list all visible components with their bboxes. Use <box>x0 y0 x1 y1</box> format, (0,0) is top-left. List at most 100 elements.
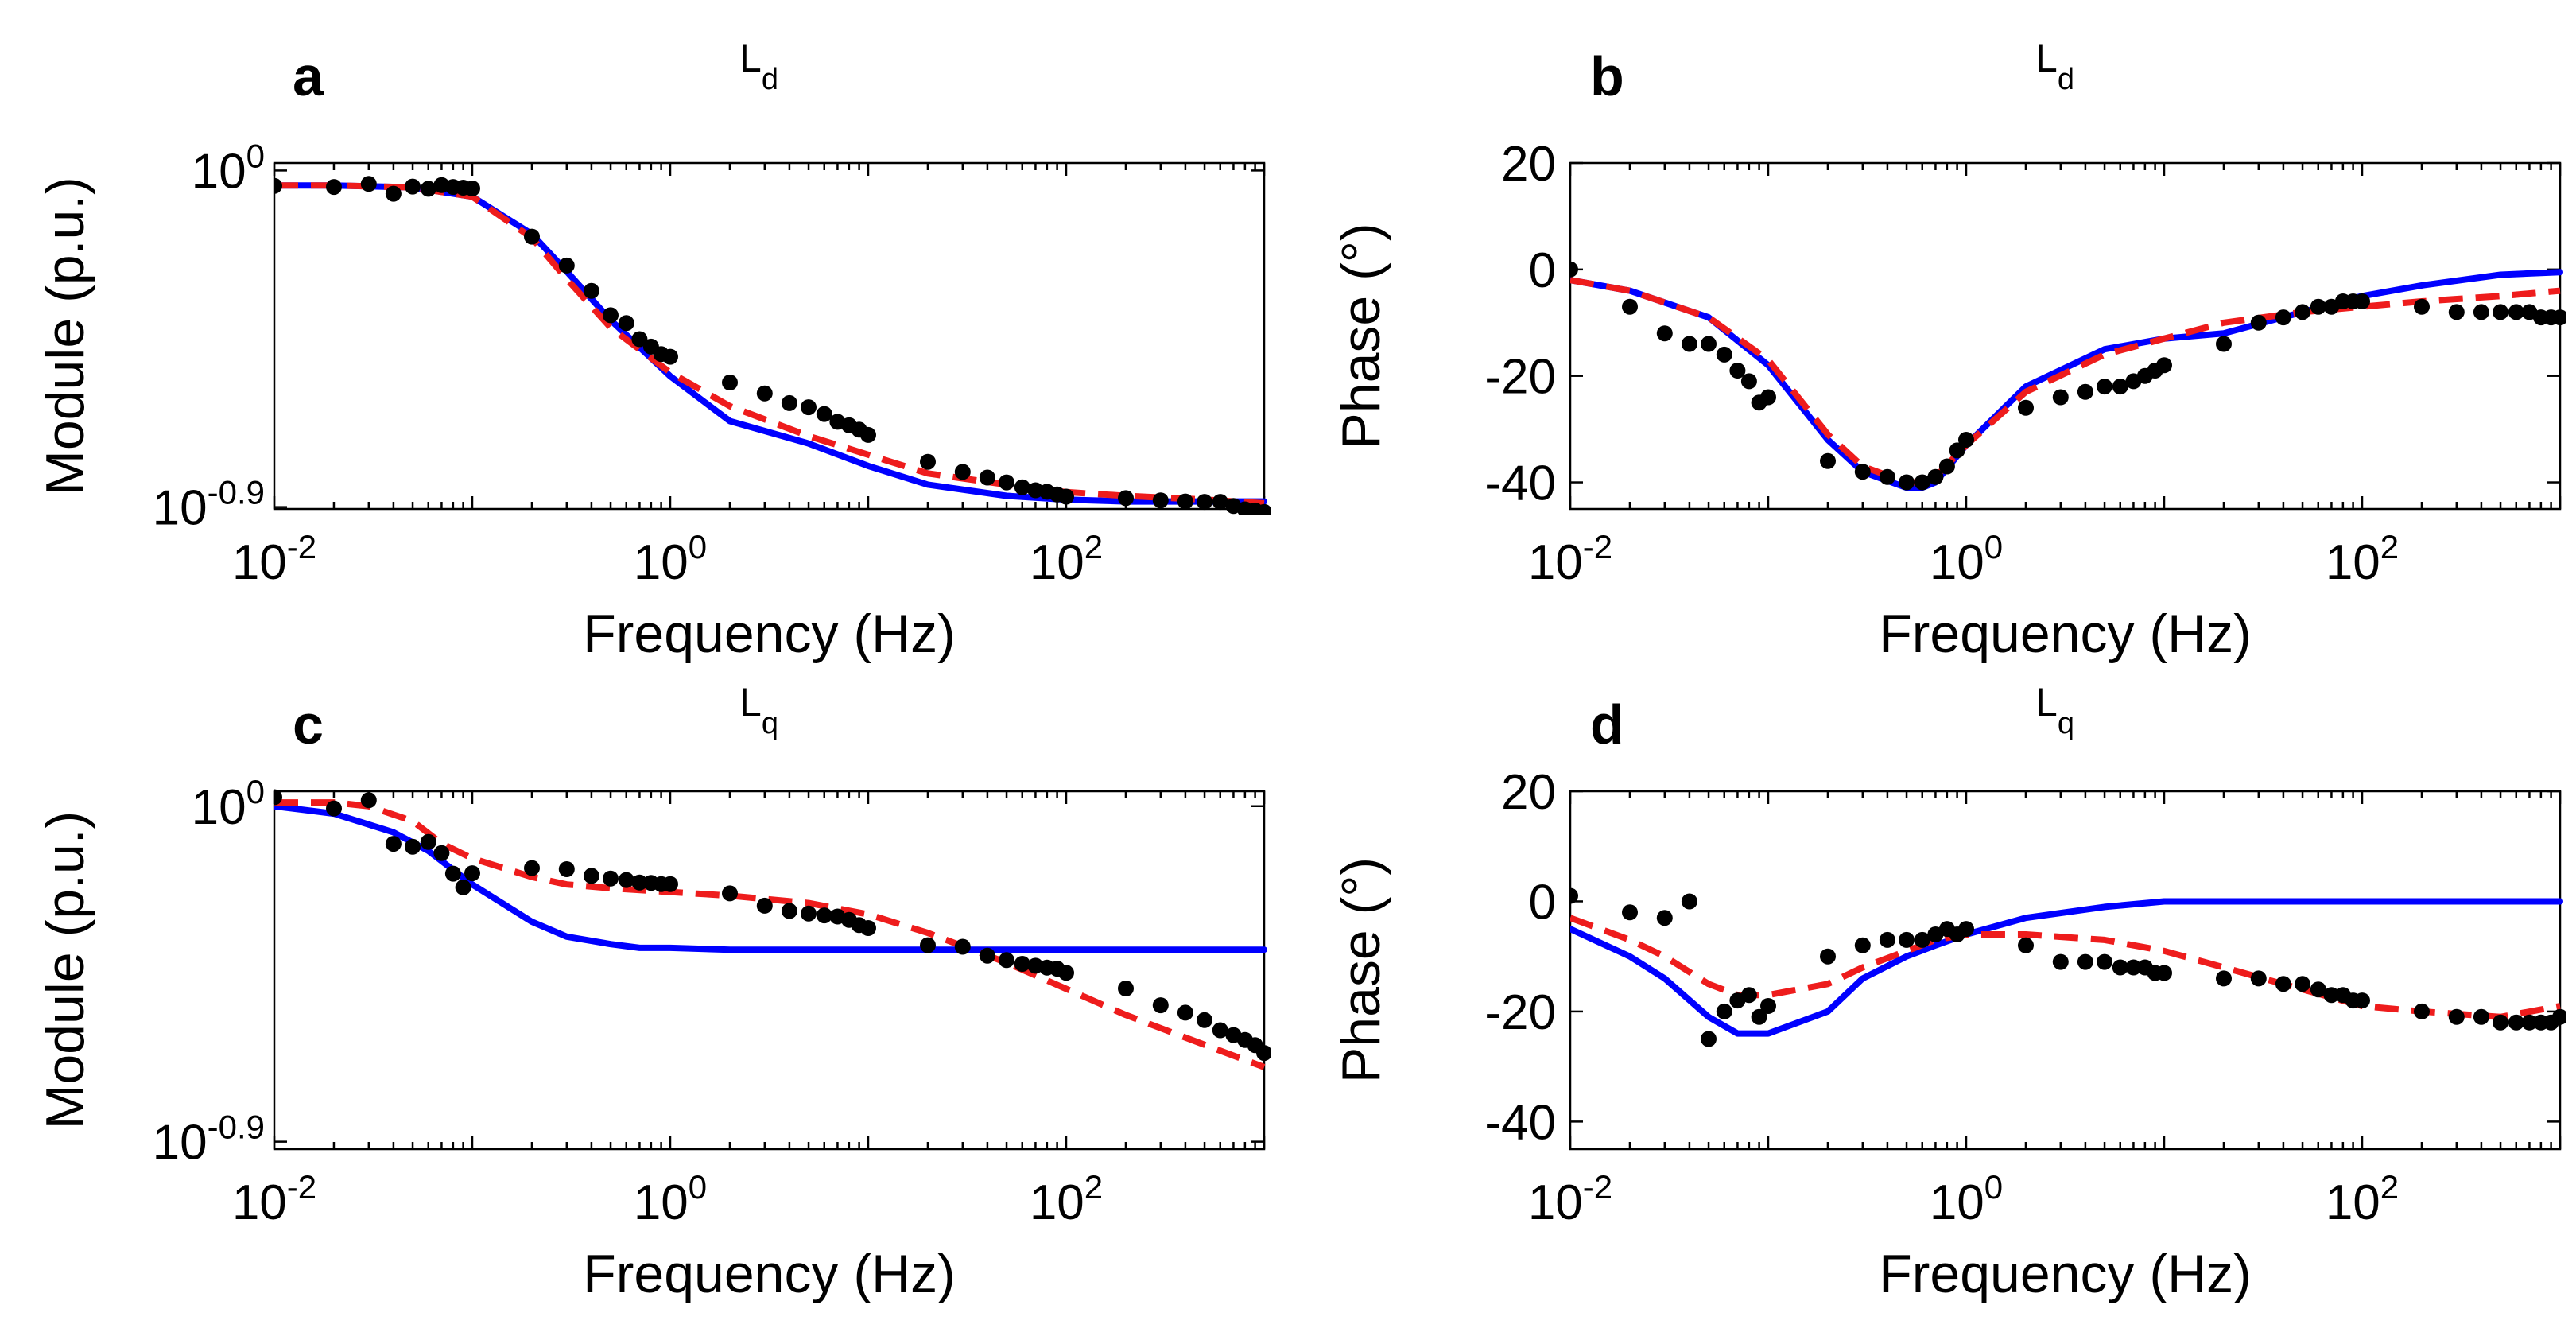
panel-b: 10-2 100 102 20 0 -20 -40 Frequency (Hz) Phase (… <box>1331 36 2566 664</box>
y-axis-label: Phase (°) <box>1331 857 1391 1083</box>
measured-point <box>781 903 797 919</box>
measured-point <box>464 181 480 196</box>
measured-point <box>2295 976 2310 992</box>
measured-point <box>954 464 971 480</box>
measured-point <box>1716 1003 1732 1019</box>
measured-point <box>1820 452 1836 469</box>
x-axis-label: Frequency (Hz) <box>583 604 956 664</box>
measured-point <box>405 838 421 855</box>
measured-point <box>801 399 817 416</box>
measured-point <box>920 937 936 953</box>
series-group <box>274 789 1271 1070</box>
y-tick-label: 100 <box>192 137 265 199</box>
measured-point <box>1879 931 1895 948</box>
measured-point <box>326 800 342 817</box>
panel-title: Ld <box>2035 36 2074 96</box>
measured-point <box>455 879 471 895</box>
measured-point <box>2250 314 2267 331</box>
measured-point <box>1681 893 1697 910</box>
measured-point <box>1958 432 1974 448</box>
measured-point <box>631 874 648 891</box>
measured-point <box>816 907 832 924</box>
panel-letter: c <box>293 693 324 755</box>
measured-point <box>2508 1014 2524 1031</box>
y-axis-label: Module (p.u.) <box>35 177 95 495</box>
x-tick-label: 102 <box>2326 528 2399 590</box>
measured-point <box>2552 1008 2566 1025</box>
measured-point <box>1256 1045 1271 1062</box>
measured-point <box>1656 325 1673 342</box>
measured-point <box>1622 904 1638 921</box>
measured-point <box>2018 399 2034 416</box>
measured-point <box>1927 468 1944 485</box>
measured-point <box>1701 336 1717 352</box>
measured-point <box>385 185 402 202</box>
measured-point <box>1014 956 1030 972</box>
measured-point <box>662 876 678 892</box>
measured-point <box>1820 948 1836 965</box>
measured-point <box>2125 959 2142 976</box>
measured-point <box>2493 1014 2508 1031</box>
measured-point <box>2310 981 2326 998</box>
measured-point <box>816 406 832 422</box>
measured-point <box>2414 298 2430 315</box>
x-tick-label: 102 <box>1030 1168 1103 1230</box>
measured-point <box>954 938 971 955</box>
measured-point <box>603 870 619 887</box>
y-tick-label: -20 <box>1484 350 1556 405</box>
measured-point <box>1118 490 1134 507</box>
measured-point <box>631 331 648 348</box>
y-tick-label: 0 <box>1529 875 1556 930</box>
panel-d: 10-2 100 102 20 0 -20 -40 Frequency (Hz) Phase (… <box>1331 680 2566 1304</box>
measured-point <box>860 920 876 936</box>
measured-point <box>2354 293 2370 309</box>
measured-point <box>1716 346 1732 363</box>
y-axis-label: Phase (°) <box>1331 223 1391 449</box>
measured-point <box>999 474 1014 491</box>
measured-point <box>1760 998 1776 1014</box>
measured-point <box>385 836 402 852</box>
x-tick-label: 102 <box>2326 1168 2399 1230</box>
panel-a: 10-2 100 102 100 10-0.9 Frequency (Hz) Module … <box>35 36 1271 664</box>
measured-point <box>2077 953 2093 970</box>
y-tick-label: -20 <box>1484 985 1556 1040</box>
measured-point <box>2216 336 2232 352</box>
measured-point <box>1751 1008 1767 1025</box>
measured-point <box>1899 931 1915 948</box>
measured-point <box>1014 479 1030 495</box>
measured-point <box>1914 931 1930 948</box>
measured-point <box>2097 953 2112 970</box>
measured-point <box>979 947 995 964</box>
measured-point <box>274 789 282 806</box>
model-curve-solid <box>274 182 1267 505</box>
measured-point <box>1256 503 1271 515</box>
panel-title: Lq <box>2035 680 2074 740</box>
measured-point <box>2112 959 2128 976</box>
measured-point <box>1177 493 1193 510</box>
measured-point <box>1058 965 1074 981</box>
x-tick-label: 100 <box>634 1168 707 1230</box>
y-tick-label: 100 <box>192 773 265 835</box>
measured-point <box>464 865 480 882</box>
measured-point <box>756 385 773 402</box>
measured-point <box>1760 389 1776 406</box>
measured-point <box>2156 965 2172 981</box>
measured-point <box>1740 373 1757 390</box>
measured-point <box>2448 1008 2465 1025</box>
measured-point <box>756 897 773 914</box>
x-tick-label: 10-2 <box>1528 1168 1612 1230</box>
x-axis-label: Frequency (Hz) <box>1879 604 2252 664</box>
series-group <box>1570 261 2566 491</box>
model-curve-solid <box>1570 898 2563 1037</box>
measured-point <box>1656 910 1673 926</box>
measured-point <box>558 861 575 877</box>
y-tick-label: 10-0.9 <box>153 474 265 536</box>
measured-point <box>801 905 817 922</box>
measured-point <box>920 453 936 470</box>
measured-point <box>1177 1004 1193 1021</box>
measured-point <box>1740 987 1757 1004</box>
y-tick-label: 20 <box>1501 765 1556 820</box>
measured-point <box>2275 976 2291 992</box>
x-axis-label: Frequency (Hz) <box>583 1244 956 1304</box>
measured-point <box>860 426 876 443</box>
